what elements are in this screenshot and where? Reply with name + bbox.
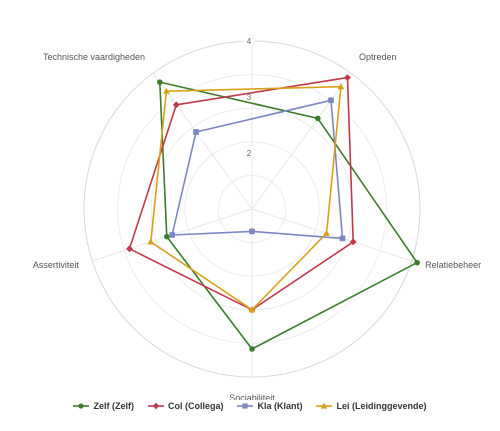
tick-label: 3	[247, 93, 252, 102]
series-line	[150, 85, 342, 311]
data-point	[193, 129, 199, 135]
legend-swatch	[147, 402, 164, 410]
data-point	[147, 238, 155, 245]
tick-label-bg	[244, 91, 254, 102]
grid-spoke	[251, 208, 412, 262]
data-point	[344, 74, 351, 82]
data-point	[249, 346, 255, 352]
axis-label: Relatiebeheer	[425, 260, 481, 270]
legend-item[interactable]: Zelf (Zelf)	[73, 401, 134, 411]
series-line	[159, 81, 418, 350]
tick-label-bg	[244, 35, 254, 46]
axis-label: Optreden	[359, 52, 397, 62]
legend-swatch	[237, 403, 254, 409]
tick-label-bg	[244, 147, 254, 158]
data-point	[414, 259, 420, 266]
tick-label: 2	[247, 149, 252, 158]
legend-item[interactable]: Col (Collega)	[147, 401, 224, 411]
data-point	[157, 79, 163, 85]
data-point	[323, 229, 330, 236]
data-point	[337, 83, 345, 90]
data-point	[328, 97, 334, 104]
axis-label: Sociabiliteit	[229, 393, 275, 400]
data-point	[339, 235, 346, 242]
axis-labels: Optreden Relatiebeheer Sociabiliteit Assert…	[33, 52, 481, 400]
data-point	[126, 245, 133, 253]
tick-label: 4	[247, 37, 252, 46]
tick-labels: 2 3 4	[244, 35, 254, 158]
radar-chart: Optreden Relatiebeheer Sociabiliteit Assert…	[33, 35, 481, 400]
legend-item[interactable]: Lei (Leidinggevende)	[316, 401, 427, 411]
legend-swatch	[73, 403, 90, 409]
series-line	[171, 99, 344, 240]
legend-label: Kla (Klant)	[257, 401, 303, 411]
axis-label: Assertiviteit	[33, 260, 80, 270]
legend-label: Zelf (Zelf)	[93, 401, 134, 411]
data-point	[315, 115, 321, 122]
data-point	[163, 233, 170, 240]
data-point	[172, 101, 180, 109]
data-point	[163, 87, 170, 94]
data-point	[349, 238, 357, 246]
series-3	[169, 97, 346, 242]
grid-spoke	[152, 72, 253, 210]
series-1	[157, 79, 420, 352]
series-4	[147, 83, 345, 313]
axis-label: Technische vaardigheden	[43, 52, 145, 62]
data-point	[169, 232, 175, 238]
data-point	[249, 228, 255, 235]
series-layer	[126, 74, 420, 352]
series-line	[128, 76, 355, 311]
data-point	[248, 306, 256, 313]
grid-spoke	[251, 72, 352, 210]
legend-item[interactable]: Kla (Klant)	[237, 401, 302, 411]
legend-label: Lei (Leidinggevende)	[336, 401, 427, 411]
legend-label: Col (Collega)	[167, 401, 224, 411]
legend-swatch	[316, 402, 333, 409]
legend: Zelf (Zelf) Col (Collega) Kla (Klant) Lei (…	[0, 401, 500, 411]
